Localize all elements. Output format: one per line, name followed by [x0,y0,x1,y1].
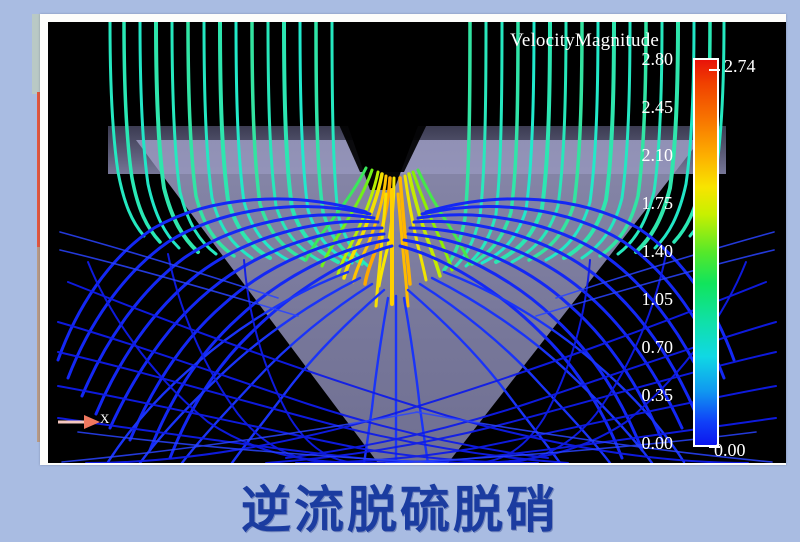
inlet-streamlines [108,22,726,272]
slide-caption: 逆流脱硫脱硝 [241,481,559,539]
axis-x-label: X [100,411,110,426]
outward-arcing-streamlines [56,197,777,463]
orientation-axis-widget: X [54,410,124,444]
window-edge-red [37,92,42,247]
cfd-render-viewport: X VelocityMagnitude 2.80 2.45 2.10 1.75 … [48,22,786,463]
window-edge-tan [37,247,42,442]
window-edge-gray [32,14,40,94]
